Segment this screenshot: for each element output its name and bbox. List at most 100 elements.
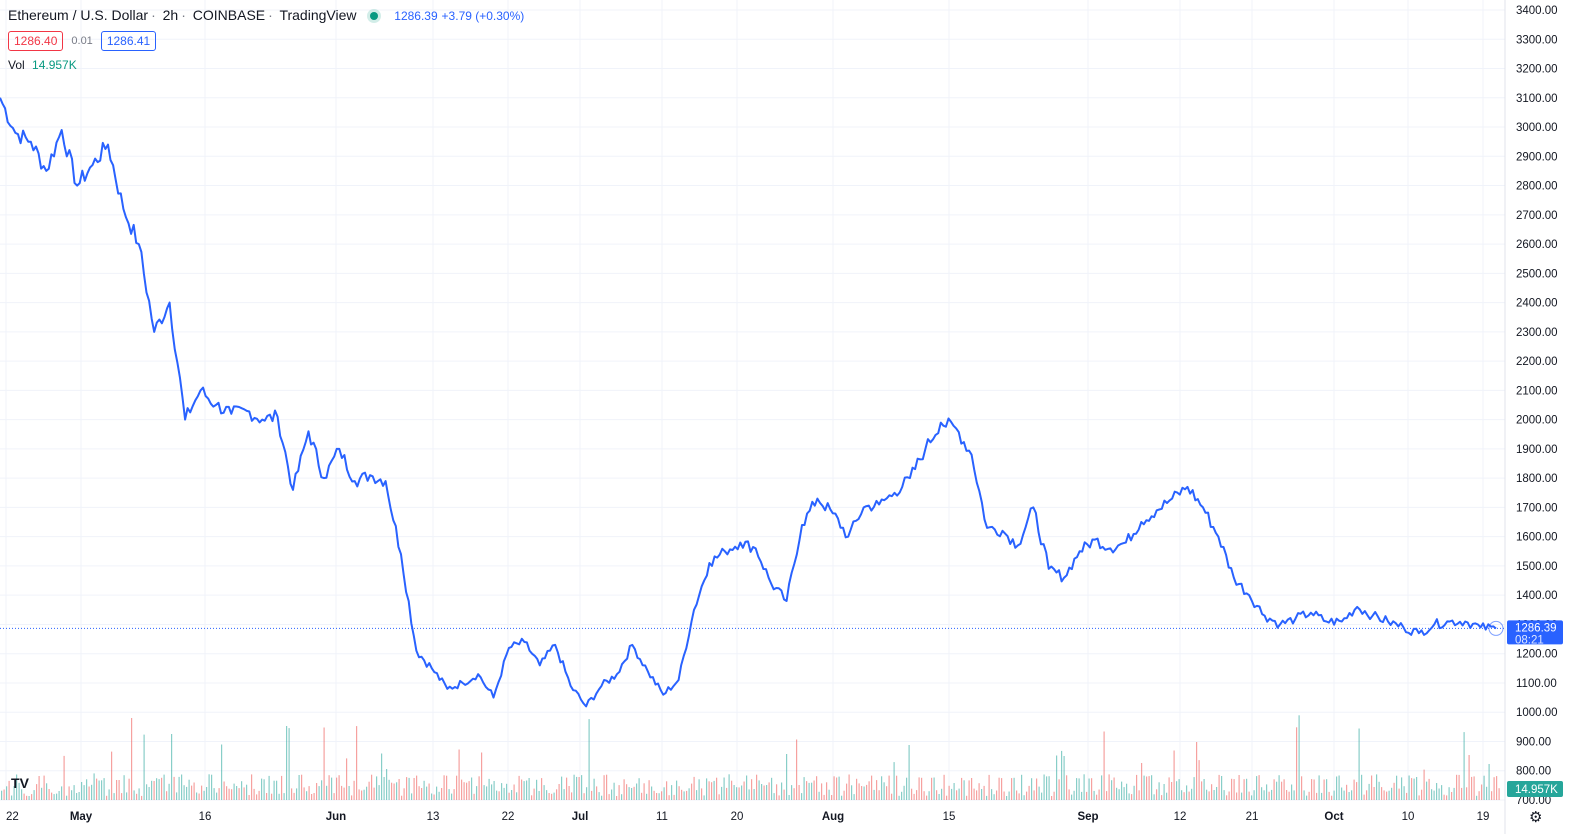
volume-bar (1078, 778, 1080, 800)
volume-bar (161, 777, 163, 800)
volume-bar (1391, 787, 1393, 800)
volume-bar (876, 780, 878, 800)
volume-bar (366, 786, 368, 800)
volume-bar (516, 792, 518, 800)
price-axis-tick-label: 1500.00 (1516, 561, 1558, 573)
sell-button[interactable]: 1286.40 (8, 31, 64, 51)
volume-bar (498, 791, 500, 800)
tradingview-logo-icon[interactable]: TV (11, 775, 29, 791)
volume-bar (1098, 789, 1100, 800)
volume-bar (753, 789, 755, 800)
time-axis-tick-label: 10 (1402, 811, 1415, 823)
volume-bar (1491, 791, 1493, 800)
volume-bar (1431, 789, 1433, 800)
volume-bar (1191, 788, 1193, 800)
volume-bar (1248, 791, 1250, 800)
volume-bar (1241, 792, 1243, 800)
volume-bar (326, 785, 328, 800)
volume-bar (1081, 791, 1083, 800)
volume-bar (216, 792, 218, 800)
volume-bar (328, 775, 330, 800)
volume-bar (1383, 790, 1385, 800)
volume-bar (443, 775, 445, 800)
volume-bar (568, 786, 570, 800)
volume-bar (693, 776, 695, 800)
volume-bar (123, 775, 125, 800)
volume-bar (1048, 776, 1050, 800)
volume-bar (1466, 787, 1468, 800)
volume-bar (56, 793, 58, 800)
volume-bar (346, 758, 348, 800)
volume-bar (383, 777, 385, 800)
volume-bar (1321, 792, 1323, 800)
volume-bar (638, 778, 640, 800)
volume-bar (513, 784, 515, 800)
volume-bar (1111, 780, 1113, 800)
volume-bar (828, 789, 830, 800)
volume-bar (1271, 789, 1273, 800)
volume-bar (473, 793, 475, 800)
volume-bar (1368, 783, 1370, 800)
volume-legend[interactable]: Vol 14.957K (8, 58, 77, 72)
volume-bar (993, 794, 995, 800)
price-axis-tick-label: 1700.00 (1516, 502, 1558, 514)
volume-bar (1443, 794, 1445, 800)
volume-bar (488, 778, 490, 800)
volume-bar (1406, 792, 1408, 800)
chart-legend-title: Ethereum / U.S. Dollar · 2h · COINBASE · Tr… (8, 7, 525, 23)
volume-bar (643, 783, 645, 800)
volume-bar (848, 774, 850, 800)
volume-bar (188, 779, 190, 800)
volume-bar (618, 785, 620, 800)
volume-bar (81, 782, 83, 800)
volume-bar (38, 776, 40, 800)
volume-bar (248, 795, 250, 800)
volume-bar (776, 784, 778, 800)
volume-bar (911, 788, 913, 800)
volume-bar (768, 782, 770, 800)
volume-bar (53, 794, 55, 800)
volume-bar (978, 783, 980, 800)
volume-bar (671, 785, 673, 800)
volume-bar (1016, 790, 1018, 800)
volume-bar (298, 775, 300, 800)
volume-bar (1446, 795, 1448, 800)
volume-bar (788, 795, 790, 800)
buy-button[interactable]: 1286.41 (100, 31, 157, 51)
time-axis-tick-label: Oct (1324, 811, 1343, 823)
volume-bar (668, 795, 670, 800)
time-axis-tick-label: 22 (502, 811, 515, 823)
volume-bar (1268, 791, 1270, 800)
volume-bar (1066, 775, 1068, 800)
volume-bar (386, 769, 388, 800)
volume-bar (1056, 755, 1058, 800)
symbol-name[interactable]: Ethereum / U.S. Dollar (8, 7, 149, 23)
volume-bar (1388, 790, 1390, 800)
volume-bar (311, 794, 313, 800)
volume-bar (833, 776, 835, 800)
volume-bar (548, 793, 550, 800)
volume-bar (1093, 790, 1095, 800)
volume-bar (1291, 784, 1293, 800)
volume-bar (303, 787, 305, 800)
volume-bar (243, 787, 245, 800)
volume-bar (336, 777, 338, 800)
volume-bar (411, 793, 413, 800)
interval-label[interactable]: 2h (162, 7, 179, 23)
volume-bar (813, 780, 815, 800)
volume-bar (1453, 787, 1455, 800)
volume-bar (1143, 775, 1145, 800)
volume-bar (1423, 769, 1425, 800)
volume-bar (256, 794, 258, 800)
volume-bar (456, 775, 458, 800)
volume-bar (881, 776, 883, 800)
bid-ask-row: 1286.40 0.01 1286.41 (8, 31, 157, 51)
volume-bar (938, 794, 940, 800)
volume-bar (466, 782, 468, 800)
volume-bar (258, 790, 260, 800)
price-axis-tick-label: 2100.00 (1516, 385, 1558, 397)
volume-bar (901, 791, 903, 800)
volume-bar (108, 789, 110, 800)
gear-icon[interactable]: ⚙ (1529, 809, 1543, 826)
